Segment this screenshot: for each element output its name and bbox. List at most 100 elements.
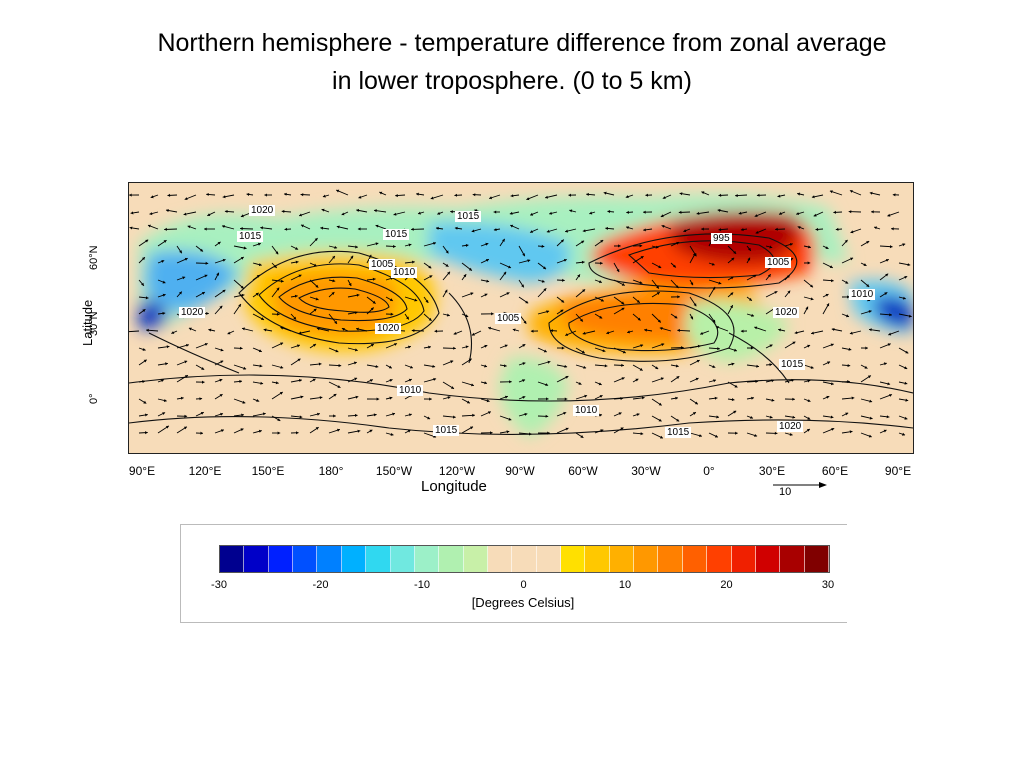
x-tick-label: 120°W bbox=[438, 464, 476, 478]
wind-vector-head bbox=[143, 359, 147, 363]
wind-vector-head bbox=[564, 364, 568, 368]
wind-vector-head bbox=[428, 265, 432, 269]
wind-vector-head bbox=[868, 434, 872, 438]
wind-vector-head bbox=[222, 195, 226, 199]
wind-vector-head bbox=[465, 243, 469, 247]
wind-vector-head bbox=[521, 284, 524, 288]
wind-vector-head bbox=[807, 261, 811, 265]
wind-vector-head bbox=[849, 190, 853, 193]
wind-vector-head bbox=[827, 361, 831, 365]
slide-title: Northern hemisphere - temperature differ… bbox=[0, 24, 1024, 100]
wind-vector-head bbox=[885, 259, 889, 262]
wind-vector-head bbox=[523, 320, 527, 324]
wind-vector-head bbox=[600, 429, 604, 433]
wind-vector-head bbox=[184, 257, 188, 261]
wind-vector-head bbox=[733, 410, 737, 414]
wind-vector-head bbox=[294, 294, 298, 298]
wind-vector-head bbox=[547, 431, 550, 435]
wind-vector-head bbox=[695, 377, 699, 381]
wind-vector-head bbox=[493, 210, 497, 214]
wind-vector-head bbox=[358, 195, 362, 199]
wind-vector-head bbox=[200, 412, 204, 415]
wind-vector-head bbox=[150, 195, 154, 199]
wind-vector-head bbox=[206, 312, 209, 315]
wind-vector-head bbox=[734, 384, 738, 388]
wind-vector-head bbox=[220, 429, 224, 433]
wind-vector-head bbox=[260, 381, 264, 385]
wind-vector-head bbox=[129, 226, 133, 230]
wind-vector-head bbox=[486, 399, 490, 403]
wind-vector-head bbox=[450, 210, 453, 214]
wind-vector-head bbox=[620, 427, 624, 431]
wind-vector-head bbox=[565, 376, 569, 379]
wind-vector-head bbox=[683, 229, 687, 233]
wind-vector-head bbox=[696, 211, 700, 215]
wind-vector-head bbox=[320, 226, 324, 230]
wind-vector-head bbox=[315, 427, 319, 430]
title-line-1: Northern hemisphere - temperature differ… bbox=[157, 29, 887, 57]
wind-vector-head bbox=[314, 238, 318, 241]
wind-vector-head bbox=[530, 230, 533, 233]
wind-vector-head bbox=[904, 366, 908, 370]
wind-vector-head bbox=[379, 191, 383, 195]
color-scale-tick: -30 bbox=[211, 579, 227, 591]
wind-vector-head bbox=[636, 413, 640, 417]
wind-vector-head bbox=[564, 397, 568, 401]
wind-vector-head bbox=[541, 279, 545, 283]
contour-label: 1015 bbox=[433, 425, 460, 436]
wind-vector-head bbox=[637, 317, 641, 321]
wind-vector-head bbox=[260, 226, 263, 230]
wind-vector-head bbox=[845, 412, 849, 416]
wind-vector-head bbox=[470, 292, 474, 296]
wind-vector-head bbox=[618, 412, 622, 416]
wind-vector-head bbox=[905, 350, 909, 354]
wind-vector-head bbox=[599, 280, 602, 284]
wind-vector-head bbox=[869, 416, 873, 420]
wind-vector-head bbox=[565, 427, 569, 431]
wind-vector-head bbox=[658, 402, 662, 406]
wind-vector-head bbox=[509, 211, 513, 215]
wind-vector-head bbox=[389, 396, 393, 400]
wind-vector-head bbox=[506, 292, 510, 295]
wind-vector-head bbox=[451, 386, 454, 389]
wind-vector-head bbox=[675, 364, 679, 368]
wind-vector-head bbox=[806, 429, 810, 432]
wind-vector-head bbox=[354, 377, 358, 381]
wind-vector-head bbox=[243, 366, 247, 370]
wind-vector-head bbox=[620, 397, 624, 401]
wind-vector-head bbox=[243, 246, 247, 250]
wind-vector-head bbox=[640, 344, 644, 348]
wind-vector-head bbox=[241, 413, 244, 417]
wind-vector-head bbox=[370, 379, 373, 382]
x-tick-label: 90°W bbox=[505, 464, 535, 478]
wind-vector-head bbox=[205, 261, 209, 265]
wind-vector-head bbox=[635, 378, 639, 382]
wind-vector-head bbox=[692, 253, 696, 257]
wind-vector-head bbox=[372, 277, 376, 281]
wind-vector-head bbox=[239, 379, 242, 383]
wind-vector-head bbox=[142, 309, 146, 313]
wind-vector-head bbox=[522, 344, 526, 347]
wind-vector-head bbox=[142, 348, 146, 351]
wind-vector-head bbox=[143, 400, 147, 404]
wind-vector-head bbox=[453, 331, 457, 335]
wind-vector-head bbox=[313, 308, 317, 312]
wind-vector-head bbox=[835, 227, 839, 231]
color-scale-segment bbox=[707, 546, 732, 572]
wind-vector-head bbox=[504, 344, 508, 348]
y-axis-label: Latitude bbox=[80, 299, 95, 346]
color-scale-segment bbox=[268, 546, 294, 572]
wind-vector-head bbox=[794, 331, 798, 335]
wind-vector-head bbox=[201, 292, 205, 295]
wind-vector-head bbox=[869, 328, 872, 332]
wind-vector-head bbox=[677, 328, 680, 332]
wind-vector-head bbox=[484, 293, 488, 297]
wind-vector-head bbox=[771, 379, 775, 383]
wind-vector-head bbox=[489, 196, 493, 200]
wind-vector-head bbox=[902, 432, 905, 436]
wind-vector-head bbox=[866, 284, 870, 287]
wind-vector-head bbox=[582, 229, 586, 233]
wind-vector-head bbox=[508, 417, 512, 421]
wind-vector-head bbox=[660, 214, 664, 218]
wind-vector-head bbox=[885, 273, 889, 277]
